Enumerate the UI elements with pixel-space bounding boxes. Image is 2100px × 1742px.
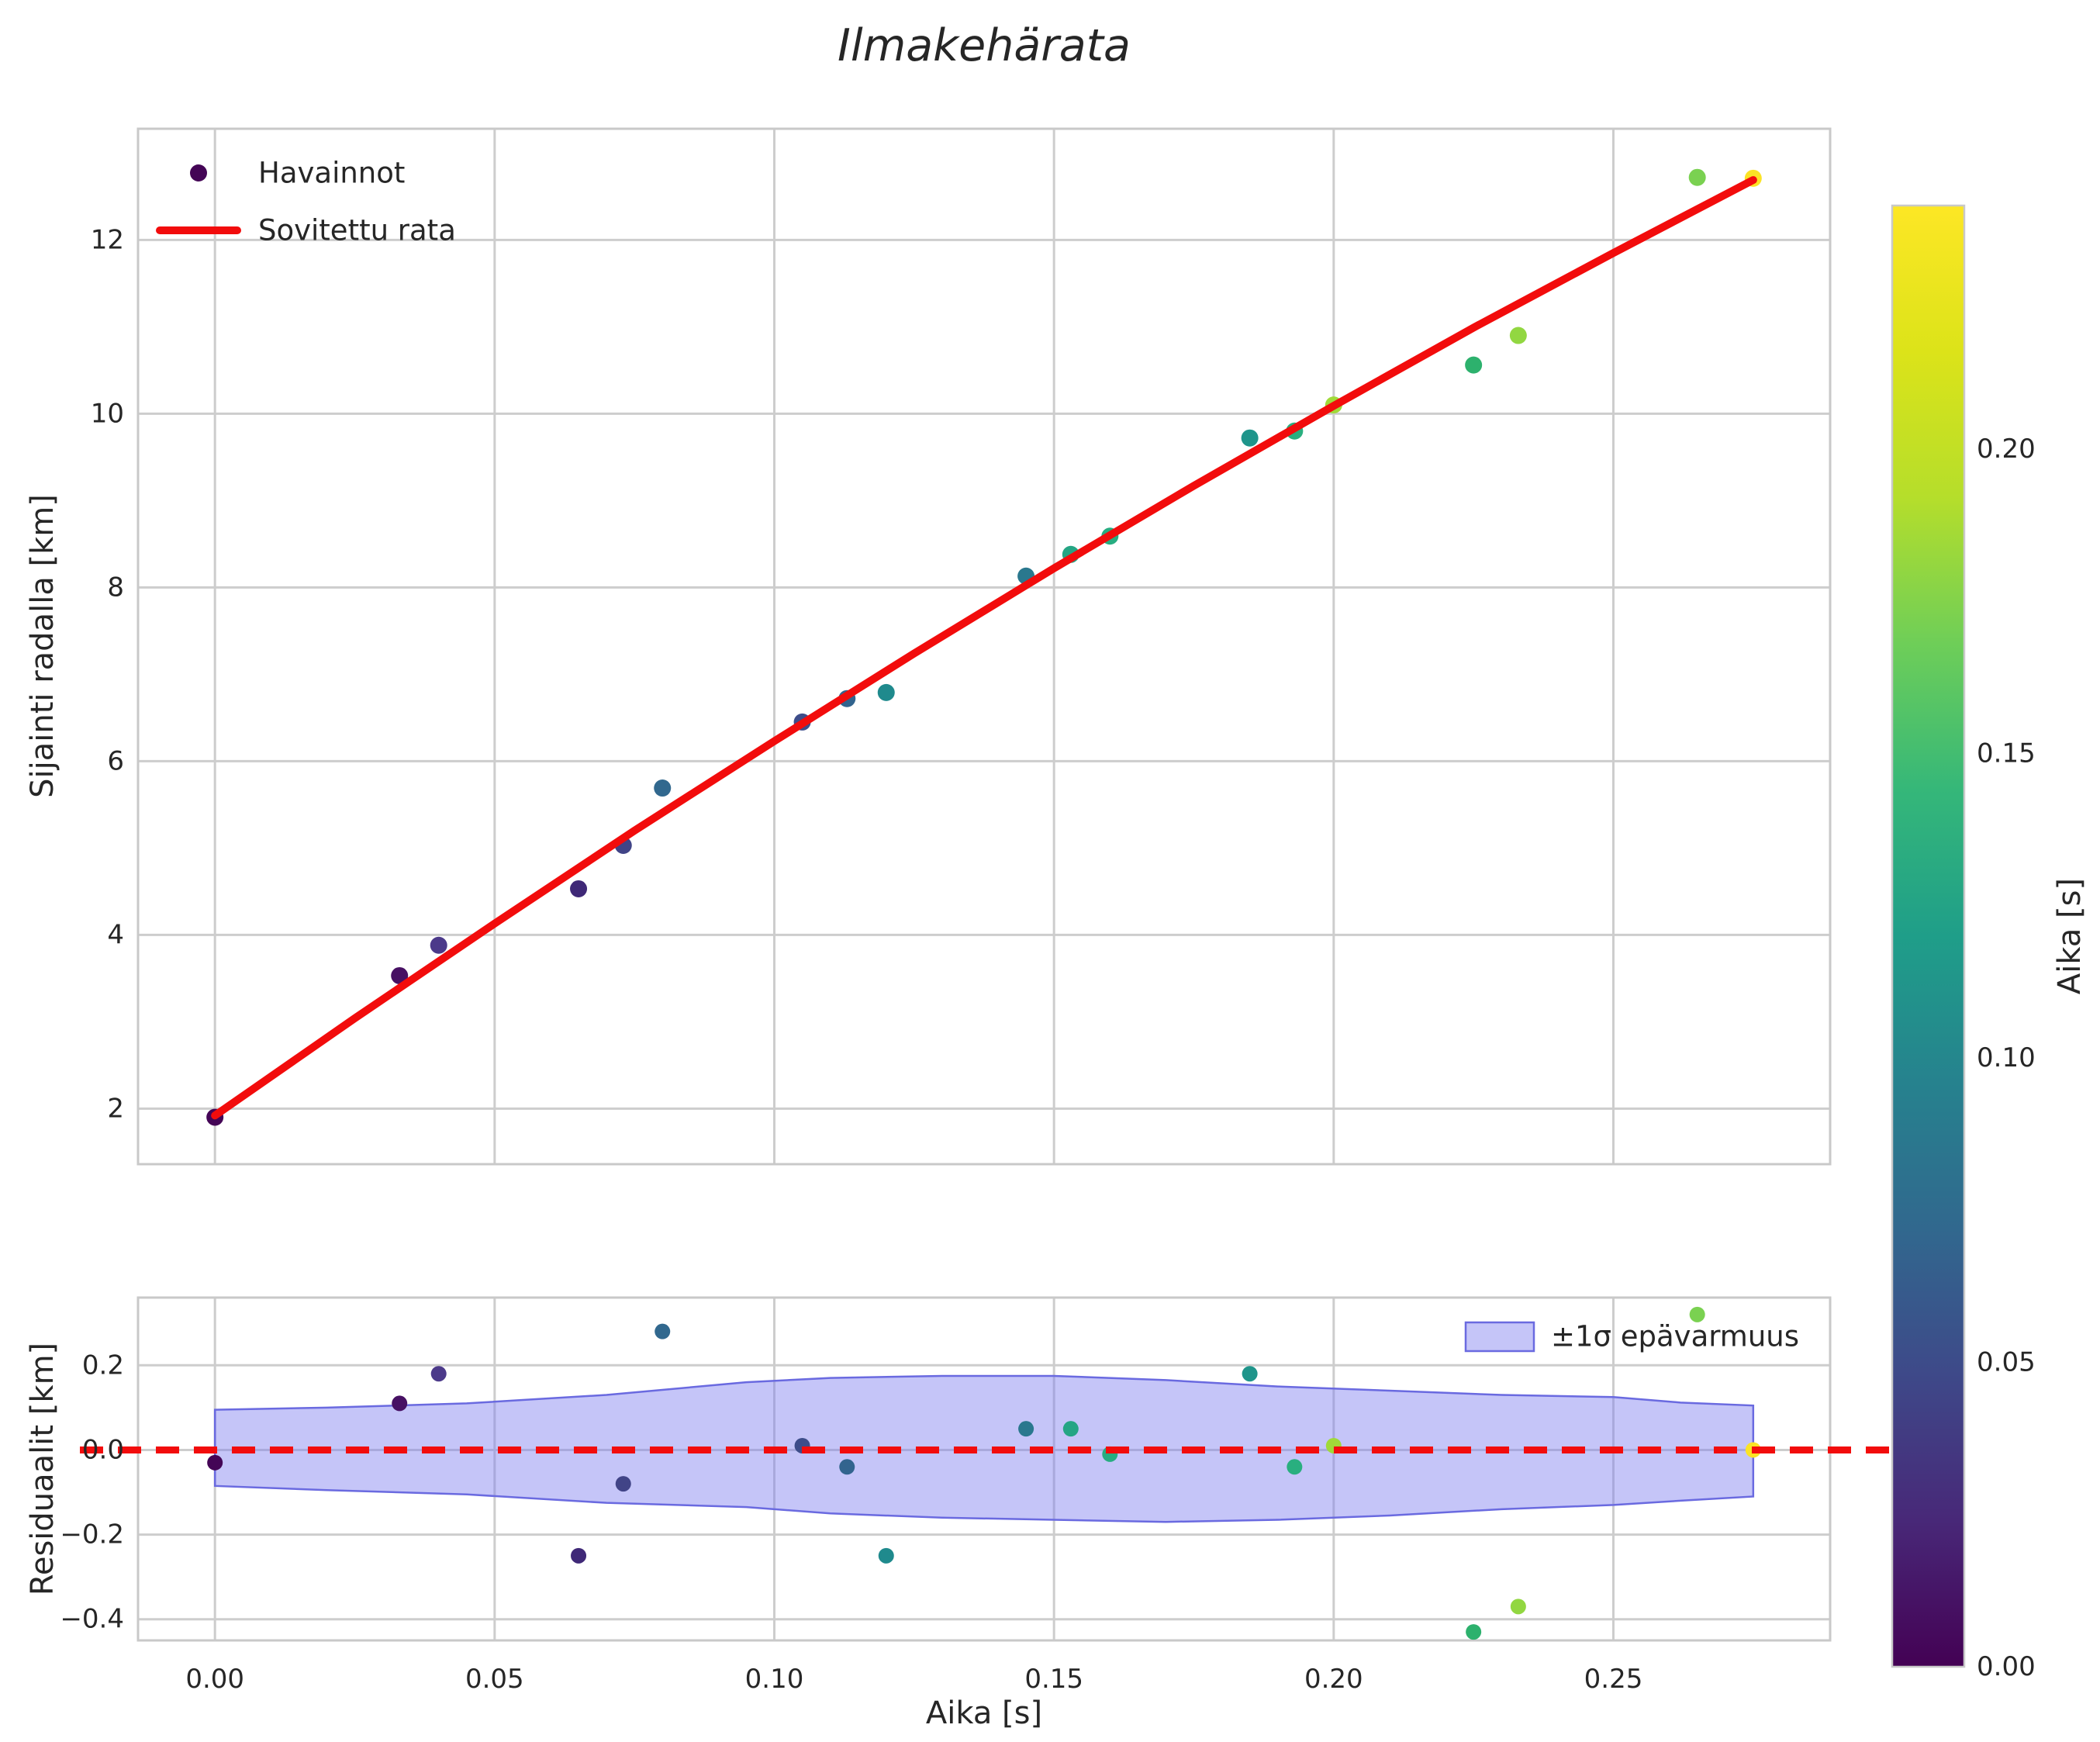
legend-label-havainnot: Havainnot — [258, 157, 405, 190]
scatter-point — [615, 1476, 631, 1492]
x-tick-label: 0.05 — [465, 1664, 524, 1695]
scatter-point — [655, 1323, 671, 1339]
uncertainty-band — [213, 1374, 1755, 1523]
main-plot: 2 4 6 8 10 12 — [91, 127, 1832, 1166]
scatter-point — [571, 1547, 587, 1564]
scatter-point — [1509, 327, 1527, 344]
main-y-axis-label: Sijainti radalla [km] — [25, 494, 60, 798]
residual-y-axis-label: Residuaalit [km] — [25, 1343, 60, 1595]
scatter-point — [207, 1454, 223, 1471]
scatter-point — [570, 880, 588, 897]
y-tick-label: 10 — [91, 398, 124, 429]
y-tick-label: 8 — [107, 572, 124, 603]
y-tick-label: −0.2 — [60, 1519, 124, 1550]
residual-plot: 0.2 0.0 −0.2 −0.4 0.00 0.05 0.10 0.15 0.20 0.25 — [60, 1296, 1892, 1695]
y-tick-label: 6 — [107, 745, 124, 776]
scatter-point — [1241, 429, 1259, 447]
x-tick-label: 0.25 — [1584, 1664, 1643, 1695]
scatter-point — [1688, 168, 1706, 186]
x-tick-label: 0.15 — [1024, 1664, 1083, 1695]
legend-label-sovitettu-rata: Sovitettu rata — [258, 214, 456, 247]
scatter-point — [839, 1459, 855, 1475]
y-tick-label: 2 — [107, 1093, 124, 1124]
legend-patch-uncertainty — [1464, 1321, 1535, 1353]
legend-marker-havainnot — [190, 164, 207, 181]
y-tick-label: 12 — [91, 224, 124, 255]
y-tick-label: 0.0 — [82, 1434, 124, 1465]
scatter-point — [1465, 356, 1483, 374]
x-tick-label: 0.20 — [1304, 1664, 1363, 1695]
colorbar-tick-label: 0.10 — [1977, 1042, 2036, 1073]
scatter-point — [392, 1395, 408, 1412]
scatter-point — [391, 966, 409, 984]
legend-main: Havainnot Sovitettu rata — [156, 157, 456, 247]
colorbar-tick-label: 0.05 — [1977, 1347, 2036, 1378]
page-title: Ilmakehärata — [838, 20, 1131, 71]
y-tick-label: −0.4 — [60, 1604, 124, 1635]
colorbar-outline — [1891, 204, 1966, 1668]
x-axis-label: Aika [s] — [926, 1695, 1042, 1731]
colorbar-tick-label: 0.15 — [1977, 738, 2036, 769]
x-tick-label: 0.10 — [745, 1664, 804, 1695]
y-tick-label: 4 — [107, 919, 124, 950]
scatter-point — [1062, 1421, 1079, 1437]
colorbar: 0.00 0.05 0.10 0.15 0.20 — [1891, 204, 2036, 1682]
scatter-point — [654, 779, 672, 797]
scatter-point — [878, 1547, 894, 1564]
scatter-point — [1689, 1306, 1705, 1322]
axes-spine — [136, 1296, 1832, 1642]
axes-spine — [136, 127, 1832, 1166]
scatter-point — [430, 936, 447, 954]
colorbar-tick-label: 0.00 — [1977, 1651, 2036, 1682]
scatter-point — [877, 683, 895, 701]
scatter-point — [1018, 1421, 1034, 1437]
legend-residual: ±1σ epävarmuus — [1464, 1320, 1799, 1353]
y-tick-label: 0.2 — [82, 1350, 124, 1381]
scatter-point — [1242, 1366, 1258, 1382]
scatter-point — [1510, 1599, 1526, 1615]
fitted-line — [211, 176, 1757, 1120]
colorbar-label: Aika [s] — [2052, 878, 2088, 994]
scatter-point — [1466, 1624, 1482, 1640]
x-tick-label: 0.00 — [185, 1664, 244, 1695]
colorbar-gradient — [1892, 206, 1964, 1667]
legend-label-uncertainty: ±1σ epävarmuus — [1551, 1320, 1799, 1353]
scatter-point — [430, 1366, 447, 1382]
colorbar-tick-label: 0.20 — [1977, 434, 2036, 465]
scatter-point — [1287, 1459, 1303, 1475]
